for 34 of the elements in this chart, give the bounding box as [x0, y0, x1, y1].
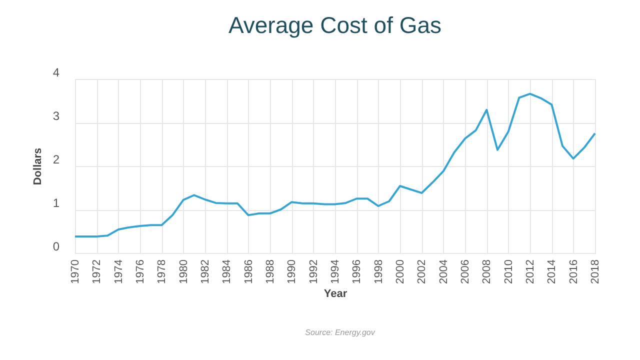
chart-title: Average Cost of Gas: [228, 12, 442, 38]
x-tick-label: 1972: [91, 260, 104, 284]
source-note: Source: Energy.gov: [305, 328, 376, 337]
x-tick-label: 2008: [481, 260, 494, 284]
x-tick-label: 1992: [308, 260, 320, 284]
y-tick-label: 0: [52, 240, 60, 254]
x-tick-label: 1990: [286, 260, 298, 284]
x-tick-label: 1970: [70, 260, 82, 284]
x-tick-label: 1982: [200, 260, 212, 284]
x-axis-title: Year: [324, 288, 348, 300]
x-tick-label: 2016: [568, 260, 580, 284]
x-tick-label: 1996: [351, 260, 364, 284]
x-tick-label: 2002: [416, 260, 428, 284]
x-tick-label: 2014: [546, 260, 558, 284]
x-tick-label: 1998: [372, 260, 385, 284]
x-tick-label: 2000: [394, 260, 406, 284]
x-tick-label: 1980: [178, 260, 190, 284]
x-tick-label: 1986: [242, 260, 255, 284]
x-tick-label: 1976: [134, 260, 146, 284]
x-tick-label: 1988: [264, 260, 276, 284]
y-tick-label: 2: [52, 152, 60, 166]
x-tick-label: 1984: [221, 260, 234, 284]
x-tick-label: 2004: [438, 260, 450, 284]
x-tick-label: 1978: [156, 260, 168, 284]
y-tick-label: 1: [52, 196, 60, 210]
x-tick-label: 2006: [460, 260, 472, 284]
y-tick-label: 3: [52, 109, 60, 123]
x-tick-label: 1994: [330, 260, 342, 284]
y-tick-label: 4: [52, 66, 60, 80]
x-tick-label: 2010: [502, 260, 515, 284]
x-tick-label: 2018: [590, 260, 602, 284]
x-tick-label: 2012: [524, 260, 536, 284]
y-axis-title: Dollars: [32, 148, 44, 186]
x-tick-label: 1974: [112, 260, 125, 284]
